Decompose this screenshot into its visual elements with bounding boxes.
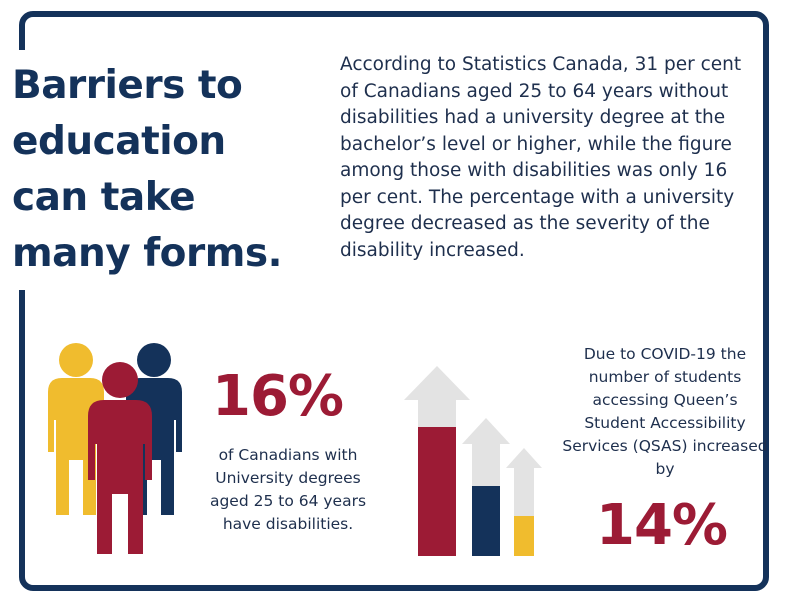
arrow-medium [462,418,510,556]
arrow-tall [404,366,470,556]
title-line-1: Barriers to [12,63,243,108]
stat-16-percent: 16% [212,364,344,429]
stat-14-caption: Due to COVID-19 the number of students a… [562,345,768,478]
title-line-3: can take [12,175,196,220]
person-crimson [88,362,152,554]
page-title: Barriers to education can take many form… [12,58,282,282]
title-line-4: many forms. [12,231,282,276]
frame-gap [0,50,300,290]
rising-arrows-icon [404,366,542,556]
title-line-2: education [12,119,226,164]
intro-paragraph: According to Statistics Canada, 31 per c… [340,54,742,261]
arrow-short [506,448,542,556]
stat-14-percent: 14% [596,493,728,558]
content-frame [19,11,769,591]
stat-16-caption: of Canadians with University degrees age… [209,446,367,533]
people-group-icon [48,343,182,554]
